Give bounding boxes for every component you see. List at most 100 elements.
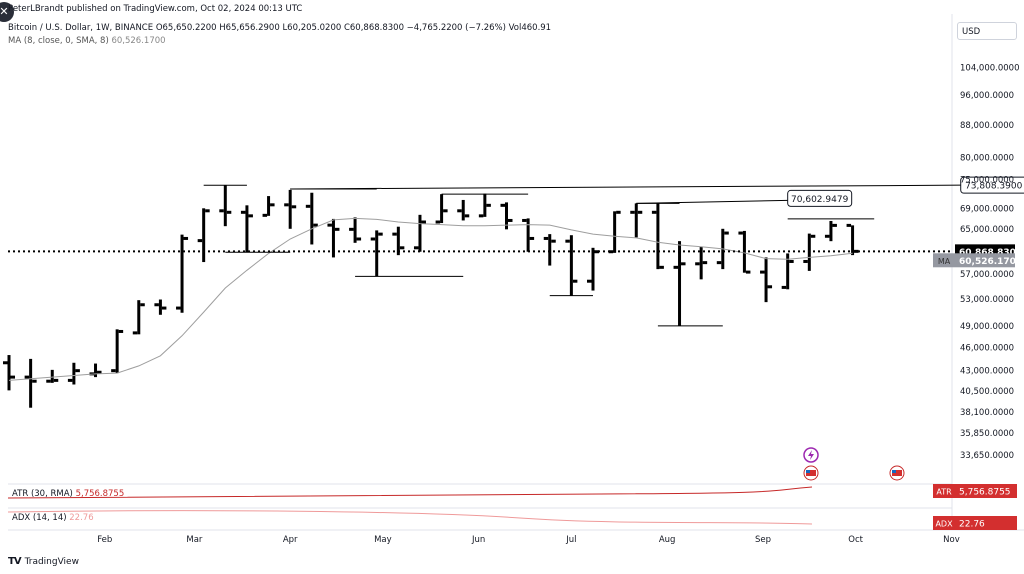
- x-tick-label: Oct: [848, 535, 863, 545]
- flag-icon-canton: [892, 470, 896, 473]
- ohlc-bar[interactable]: [413, 214, 426, 252]
- y-tick-label: 80,000.0000: [960, 154, 1014, 164]
- ohlc-bar[interactable]: [262, 196, 275, 217]
- us-flag-event-icon[interactable]: [889, 465, 905, 481]
- ohlc-bar[interactable]: [197, 208, 210, 263]
- atr-badge-value: 5,756.8755: [959, 488, 1011, 498]
- adx-badge-box: [955, 516, 1017, 530]
- y-tick-label: 53,000.0000: [960, 295, 1014, 305]
- ohlc-bar[interactable]: [132, 300, 145, 335]
- x-tick-label: Aug: [659, 535, 676, 545]
- x-tick-label: Mar: [186, 535, 203, 545]
- x-tick-label: Apr: [283, 535, 298, 545]
- ohlc-bar[interactable]: [673, 241, 686, 326]
- ohlc-bar[interactable]: [522, 218, 535, 252]
- x-tick-label: Jul: [565, 535, 576, 545]
- level-callout-text: 70,602.9479: [791, 195, 849, 205]
- ohlc-bar[interactable]: [219, 185, 232, 227]
- atr-legend-value: 5,756.8755: [76, 489, 125, 499]
- price-badge-box: [955, 253, 1015, 268]
- level-callout[interactable]: 73,808.3900: [960, 176, 1024, 194]
- ohlc-bar[interactable]: [89, 363, 102, 378]
- ohlc-bar[interactable]: [67, 362, 80, 385]
- y-tick-label: 65,000.0000: [960, 225, 1014, 235]
- x-tick-label: Sep: [755, 535, 771, 545]
- adx-badge-tag-box: [933, 516, 955, 530]
- ohlc-bar[interactable]: [630, 203, 643, 238]
- ohlc-bar[interactable]: [305, 192, 318, 245]
- ohlc-bar[interactable]: [435, 194, 448, 224]
- tradingview-footer[interactable]: TV TradingView: [8, 556, 79, 567]
- adx-badge-tag: ADX: [935, 520, 953, 529]
- ohlc-values: O65,650.2200 H65,656.2900 L60,205.0200 C…: [155, 23, 552, 33]
- close-icon[interactable]: ✕: [0, 2, 14, 22]
- ma-legend[interactable]: MA (8, close, 0, SMA, 8) 60,526.1700: [8, 36, 166, 46]
- ohlc-bar[interactable]: [695, 246, 708, 280]
- flag-icon-canton: [806, 470, 810, 473]
- trendline-july-level[interactable]: [636, 199, 788, 204]
- ohlc-bar[interactable]: [370, 230, 383, 277]
- ohlc-bar[interactable]: [176, 234, 189, 313]
- symbol-ohlc-legend[interactable]: Bitcoin / U.S. Dollar, 1W, BINANCE O65,6…: [8, 23, 551, 33]
- adx-line: [7, 510, 813, 525]
- y-tick-label: 43,000.0000: [960, 367, 1014, 377]
- x-tick-label: Feb: [97, 535, 112, 545]
- y-tick-label: 69,000.0000: [960, 204, 1014, 214]
- lightning-event-icon[interactable]: [803, 447, 819, 463]
- indicators-layer: ATR (30, RMA) 5,756.8755 ADX (14, 14) 22.…: [7, 447, 1017, 530]
- tradingview-logo-icon: TV: [8, 556, 22, 567]
- y-tick-label: 75,000.0000: [960, 176, 1014, 186]
- atr-badge: ATR 5,756.8755: [933, 484, 1017, 498]
- trendline-peak-level[interactable]: [290, 184, 961, 190]
- price-badge: 60,526.1700 MA: [933, 253, 1022, 268]
- y-tick-label: 57,000.0000: [960, 270, 1014, 280]
- price-badge-text: 60,868.8300: [959, 248, 1022, 258]
- flag-icon-stripes: [806, 470, 816, 476]
- published-by-text: PeterLBrandt published on TradingView.co…: [8, 4, 303, 14]
- tradingview-brand-text: TradingView: [24, 556, 79, 567]
- ohlc-bar[interactable]: [3, 355, 15, 391]
- ohlc-bar[interactable]: [565, 235, 578, 296]
- ohlc-bar[interactable]: [543, 234, 556, 266]
- price-badge-tag-box: [933, 253, 955, 268]
- adx-legend-value: 22.76: [69, 513, 93, 523]
- ohlc-bar[interactable]: [760, 257, 773, 303]
- ohlc-bar[interactable]: [478, 193, 491, 218]
- y-tick-label: 38,100.0000: [960, 408, 1014, 418]
- ohlc-bar[interactable]: [24, 358, 37, 408]
- levels-layer: 73,808.3900 70,602.9479: [8, 176, 1024, 327]
- atr-badge-tag-box: [933, 484, 955, 498]
- atr-badge-box: [955, 484, 1017, 498]
- level-callout-box: [787, 189, 853, 207]
- ohlc-bar[interactable]: [284, 189, 297, 229]
- currency-selector[interactable]: USD: [957, 22, 1017, 40]
- price-badge-tag-text: MA: [938, 257, 951, 266]
- ohlc-bar[interactable]: [349, 217, 362, 243]
- ohlc-bar[interactable]: [651, 202, 664, 270]
- x-axis-labels-layer: Feb Mar Apr May Jun Jul Aug Sep Oct Nov: [97, 535, 959, 545]
- ohlc-bar[interactable]: [824, 220, 837, 242]
- ohlc-bar[interactable]: [587, 247, 600, 291]
- adx-legend-label: ADX (14, 14) 22.76: [12, 513, 94, 523]
- price-badge-text: 60,526.1700: [959, 257, 1022, 267]
- y-tick-label: 49,000.0000: [960, 322, 1014, 332]
- ohlc-bar[interactable]: [154, 299, 167, 315]
- ohlc-bar[interactable]: [111, 329, 124, 374]
- ohlc-bar[interactable]: [240, 205, 253, 253]
- ohlc-bar[interactable]: [608, 210, 621, 254]
- ohlc-bar[interactable]: [46, 369, 59, 383]
- level-callout-box: [960, 176, 1024, 194]
- level-callout-text: 73,808.3900: [965, 182, 1023, 192]
- atr-legend-label: ATR (30, RMA) 5,756.8755: [12, 489, 124, 499]
- y-tick-label: 96,000.0000: [960, 91, 1014, 101]
- ohlc-bar[interactable]: [457, 199, 470, 221]
- us-flag-event-icon[interactable]: [803, 465, 819, 481]
- atr-badge-tag: ATR: [936, 488, 952, 497]
- ma-legend-label: MA (8, close, 0, SMA, 8): [8, 36, 109, 46]
- axes-layer: [8, 14, 1024, 531]
- level-callout[interactable]: 70,602.9479: [787, 189, 853, 207]
- flag-icon-stripes: [892, 470, 902, 476]
- y-axis-labels-layer: 104,000.0000 96,000.0000 88,000.0000 80,000…: [960, 63, 1019, 460]
